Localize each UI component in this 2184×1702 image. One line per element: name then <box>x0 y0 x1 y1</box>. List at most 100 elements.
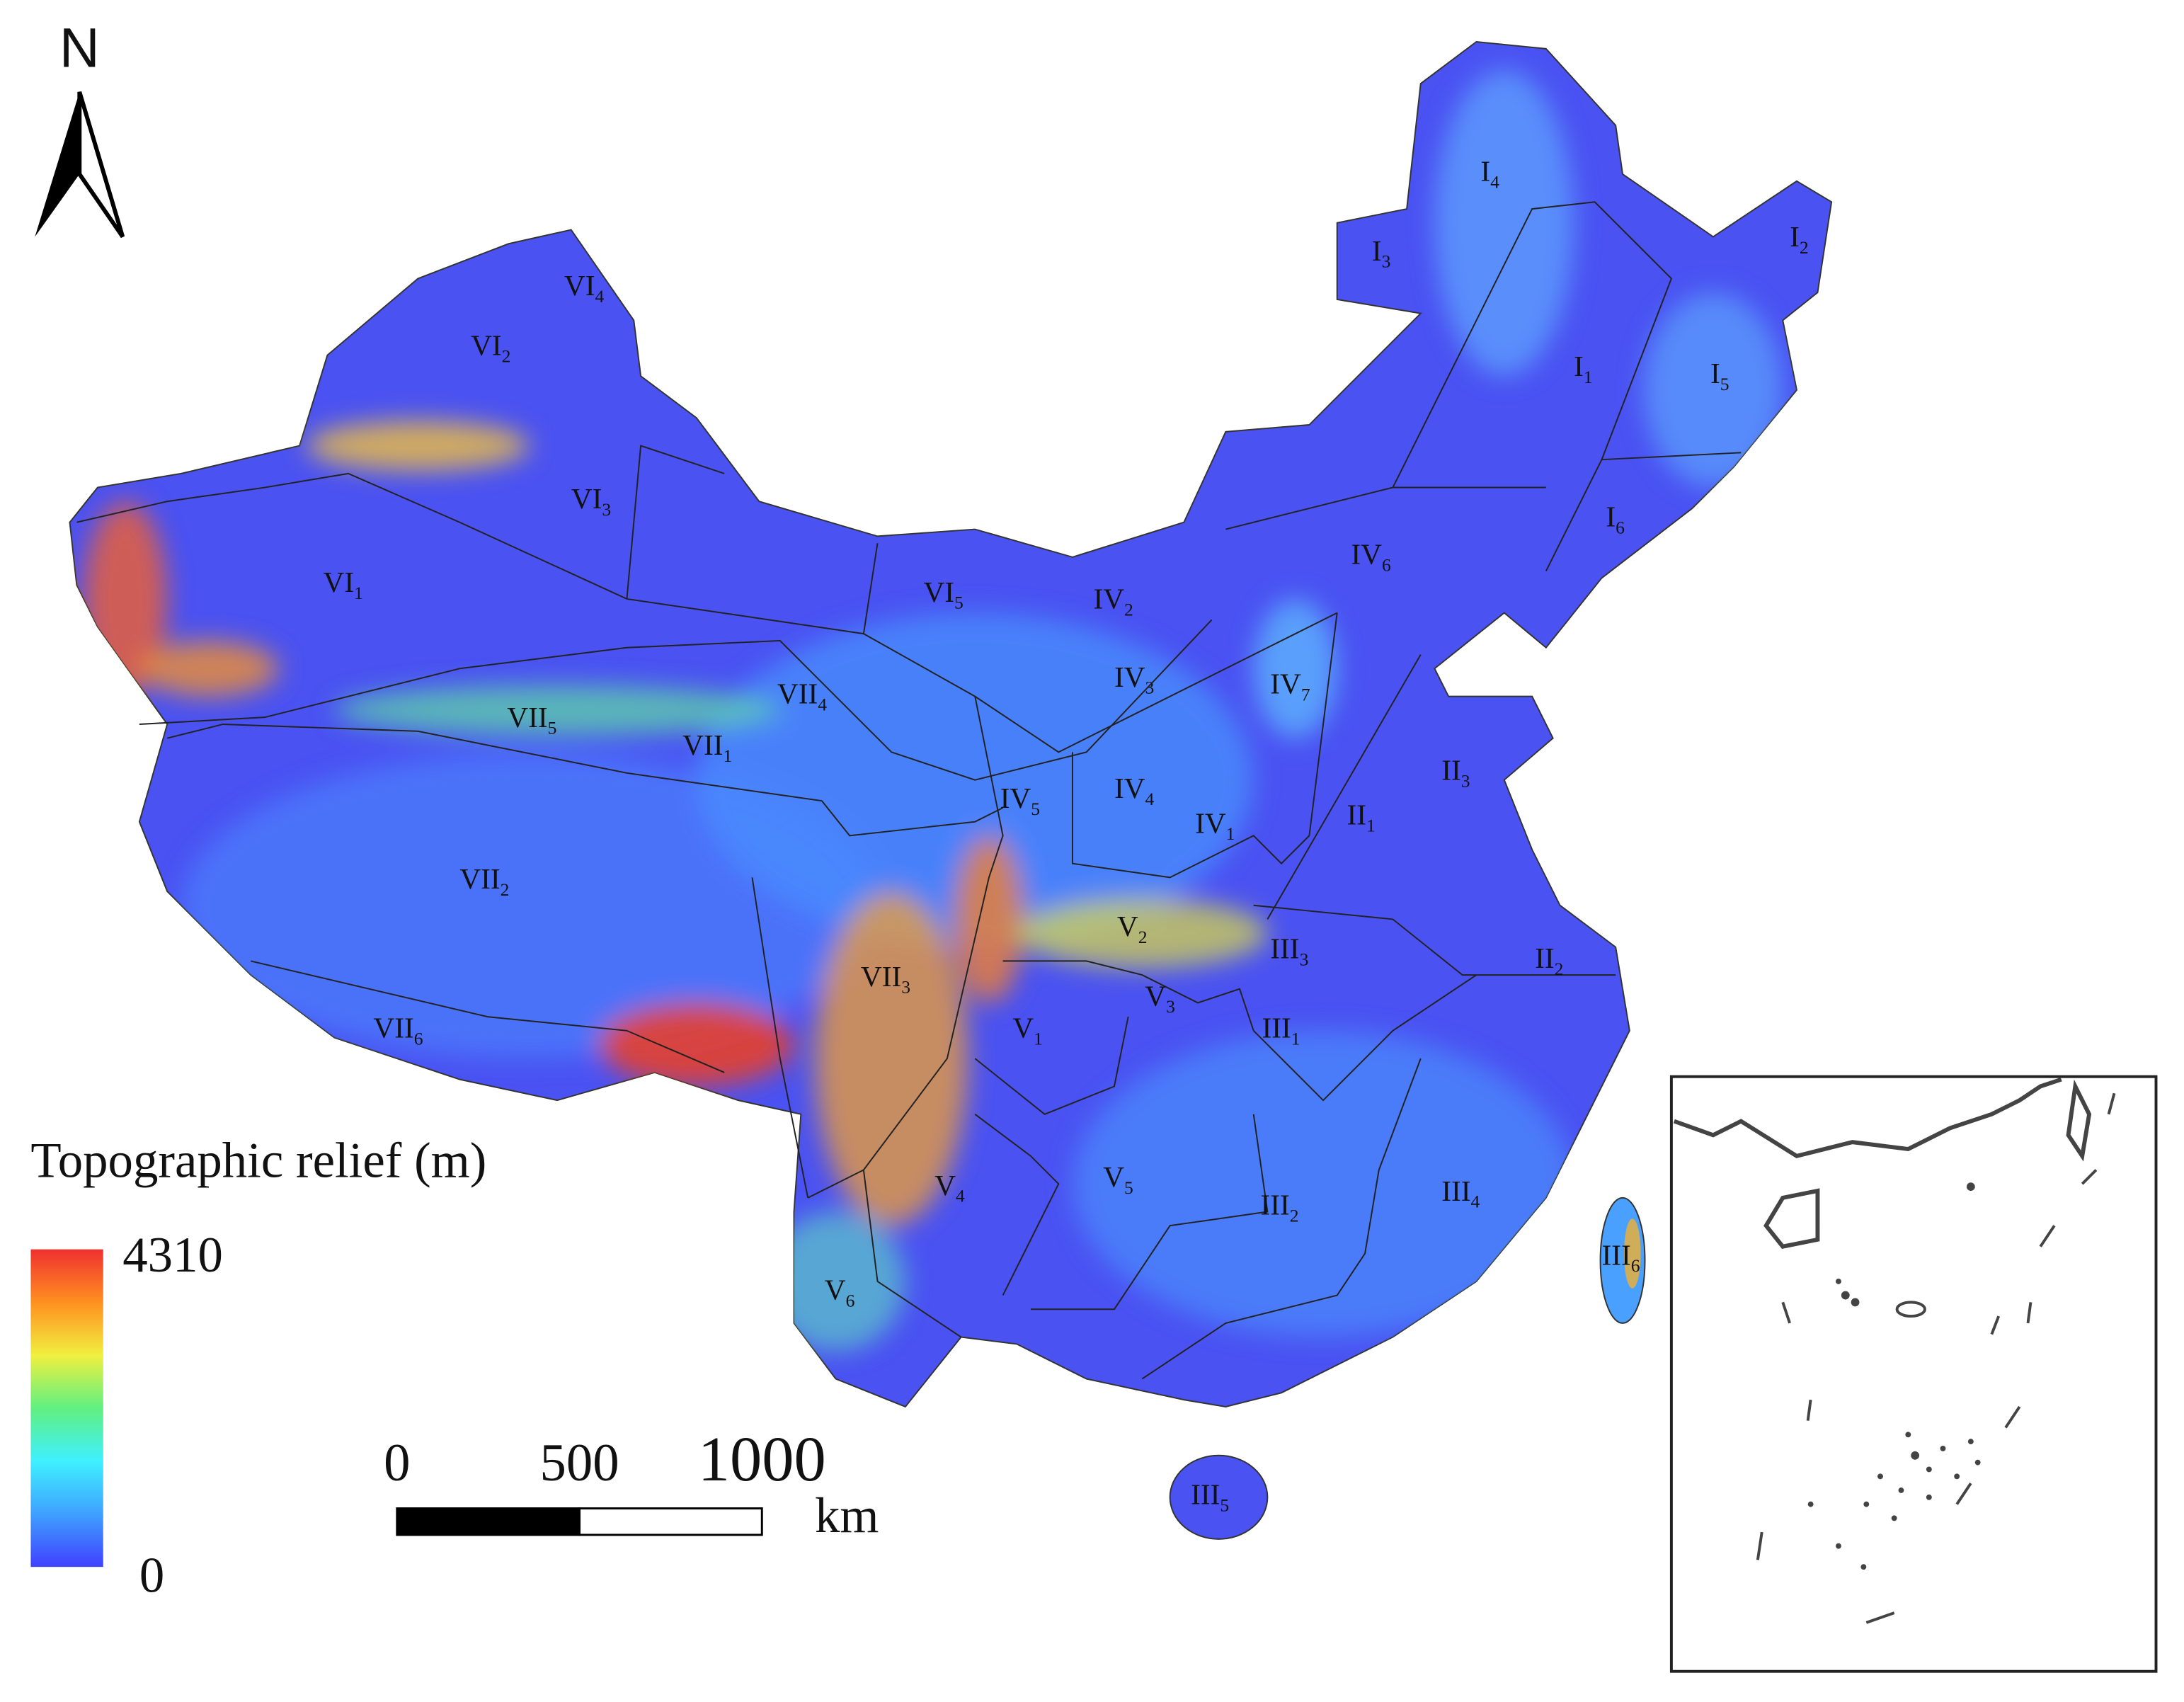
region-numeral: VI <box>471 329 502 362</box>
region-numeral: VII <box>373 1012 413 1044</box>
north-arrow: N <box>35 16 125 239</box>
region-label: IV6 <box>1351 538 1391 576</box>
scale-tick-label: 0 <box>384 1434 410 1492</box>
region-label: VII4 <box>777 677 827 714</box>
inset-islands <box>1807 1182 1981 1570</box>
region-subscript: 1 <box>1226 823 1235 844</box>
region-subscript: 5 <box>1124 1177 1133 1198</box>
region-numeral: VII <box>682 729 723 761</box>
region-label: VII6 <box>373 1012 423 1049</box>
region-subscript: 5 <box>1031 799 1040 819</box>
region-numeral: I <box>1574 350 1584 382</box>
region-subscript: 3 <box>1166 996 1175 1017</box>
region-subscript: 7 <box>1301 685 1310 705</box>
region-label: III5 <box>1191 1478 1229 1516</box>
region-numeral: II <box>1535 942 1555 974</box>
colorbar-max-label: 4310 <box>122 1228 223 1283</box>
region-numeral: V <box>1012 1012 1034 1044</box>
region-numeral: VII <box>507 701 547 733</box>
region-numeral: I <box>1790 220 1800 253</box>
region-label: VII3 <box>861 960 910 998</box>
region-numeral: III <box>1270 932 1299 964</box>
region-numeral: V <box>1145 979 1166 1012</box>
region-subscript: 6 <box>846 1290 855 1310</box>
inset-frame <box>1669 1075 2158 1673</box>
inset-dashes <box>1756 1092 2116 1624</box>
region-label: VI3 <box>571 482 611 520</box>
inset-coast <box>1673 1077 2062 1158</box>
region-subscript: 6 <box>1631 1255 1640 1276</box>
colorbar <box>30 1249 103 1567</box>
region-label: V3 <box>1145 979 1175 1017</box>
region-subscript: 5 <box>954 593 964 613</box>
scale-tick-label: 500 <box>539 1434 619 1492</box>
region-label: V4 <box>934 1169 965 1206</box>
region-subscript: 4 <box>818 694 827 714</box>
inset-map <box>1669 1075 2158 1673</box>
region-numeral: IV <box>1351 538 1382 571</box>
region-subscript: 5 <box>1720 374 1730 394</box>
region-subscript: 2 <box>1800 237 1809 258</box>
region-subscript: 3 <box>1300 949 1309 969</box>
region-subscript: 3 <box>901 977 910 998</box>
region-label: VII1 <box>682 729 732 766</box>
region-boundaries <box>76 201 1742 1380</box>
region-numeral: IV <box>1195 806 1226 839</box>
region-subscript: 2 <box>1138 927 1148 947</box>
legend: Topographic relief (m) 4310 0 <box>30 1133 486 1603</box>
region-subscript: 3 <box>602 499 611 520</box>
region-numeral: VII <box>459 862 500 895</box>
region-subscript: 1 <box>354 583 363 603</box>
region-numeral: V <box>1117 910 1138 942</box>
scale-segment <box>396 1507 581 1536</box>
region-subscript: 1 <box>1366 815 1376 835</box>
region-label: III1 <box>1262 1012 1300 1049</box>
region-subscript: 4 <box>956 1186 965 1206</box>
region-label: V2 <box>1117 910 1148 947</box>
region-numeral: I <box>1372 234 1382 267</box>
region-numeral: III <box>1262 1012 1291 1044</box>
region-label: II1 <box>1347 799 1376 836</box>
region-label: V6 <box>825 1273 855 1310</box>
scale-segment <box>578 1507 763 1536</box>
region-label: IV4 <box>1114 772 1155 809</box>
region-label: VI4 <box>564 269 605 307</box>
region-label: VII2 <box>459 862 509 900</box>
region-subscript: 1 <box>723 746 732 766</box>
region-label: I6 <box>1606 501 1625 538</box>
region-subscript: 4 <box>595 286 604 307</box>
region-subscript: 3 <box>1461 771 1470 792</box>
region-label: III2 <box>1261 1188 1299 1226</box>
region-numeral: III <box>1602 1238 1631 1271</box>
region-subscript: 2 <box>1124 600 1133 620</box>
region-numeral: III <box>1261 1188 1290 1221</box>
region-subscript: 1 <box>1291 1028 1300 1049</box>
region-label: I4 <box>1480 155 1499 193</box>
region-subscript: 2 <box>502 345 511 366</box>
region-numeral: V <box>1103 1160 1124 1193</box>
region-label: II2 <box>1535 942 1563 979</box>
region-label: VI1 <box>324 566 363 603</box>
region-subscript: 5 <box>548 718 557 738</box>
region-subscript: 1 <box>1584 367 1593 387</box>
taiwan-relief <box>1623 1218 1641 1289</box>
region-label: III4 <box>1441 1175 1480 1212</box>
region-label: IV5 <box>1000 782 1040 819</box>
scale-tick-label: 1000 <box>698 1423 826 1495</box>
region-subscript: 6 <box>1616 517 1625 537</box>
inset-taiwan <box>2066 1079 2092 1162</box>
region-numeral: VI <box>923 576 954 608</box>
region-subscript: 6 <box>414 1028 423 1049</box>
region-numeral: IV <box>1270 668 1301 700</box>
region-numeral: II <box>1441 754 1461 787</box>
region-label: I2 <box>1790 220 1809 258</box>
region-label: I1 <box>1574 350 1593 387</box>
region-label: VI5 <box>923 576 963 613</box>
region-numeral: IV <box>1114 661 1145 693</box>
region-numeral: III <box>1191 1478 1220 1511</box>
region-label: V5 <box>1103 1160 1133 1198</box>
region-subscript: 3 <box>1382 251 1391 272</box>
